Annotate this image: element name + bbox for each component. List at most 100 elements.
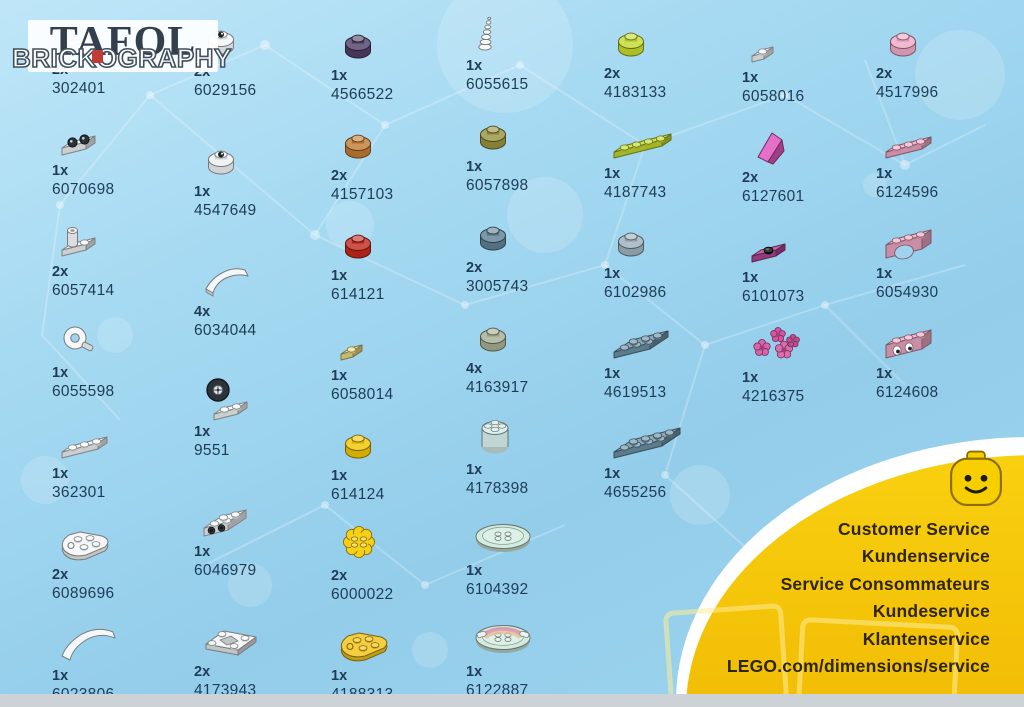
part-number: 3005743 xyxy=(466,278,529,295)
part-quantity: 1x xyxy=(194,184,211,200)
part-quantity: 1x xyxy=(331,468,348,484)
part-number: 4655256 xyxy=(604,484,667,501)
part-quantity: 1x xyxy=(604,266,621,282)
stud-icon xyxy=(331,220,451,266)
part-number: 4183133 xyxy=(604,84,667,101)
part-number: 614121 xyxy=(331,286,385,303)
part-quantity: 1x xyxy=(52,365,69,381)
stud-icon xyxy=(604,218,724,264)
tube-plate-icon xyxy=(52,216,172,262)
flower-plate-icon xyxy=(331,520,451,566)
flower-stack-icon xyxy=(742,322,862,368)
part-item: 1x 4547649 xyxy=(194,136,314,220)
part-number: 4547649 xyxy=(194,202,257,219)
part-quantity: 4x xyxy=(466,361,483,377)
part-item: 1x 6124608 xyxy=(876,318,996,402)
part-number: 4216375 xyxy=(742,388,805,405)
watermark-title: TAFOL xyxy=(49,19,197,65)
part-number: 6029156 xyxy=(194,82,257,99)
part-number: 6102986 xyxy=(604,284,667,301)
stud-icon xyxy=(331,120,451,166)
part-item: 1x 4655256 xyxy=(604,418,724,502)
part-number: 6058014 xyxy=(331,386,394,403)
part-quantity: 1x xyxy=(52,466,69,482)
plate-icon xyxy=(604,318,724,364)
part-item: 1x 6058014 xyxy=(331,320,451,404)
part-quantity: 1x xyxy=(742,270,759,286)
part-quantity: 2x xyxy=(331,568,348,584)
part-number: 6070698 xyxy=(52,181,115,198)
plate-icon xyxy=(604,418,724,464)
part-quantity: 1x xyxy=(876,166,893,182)
side-stud-plate-icon xyxy=(194,496,314,542)
part-quantity: 1x xyxy=(194,424,211,440)
part-item: 2x 6127601 xyxy=(742,122,862,206)
part-quantity: 1x xyxy=(52,668,69,684)
part-quantity: 1x xyxy=(604,366,621,382)
parts-column: 1x 4566522 2x 4157103 1x 614121 1x 6058014 1x 614… xyxy=(331,20,451,704)
part-item: 1x6023806 xyxy=(52,620,172,704)
part-item: 2x 4183133 xyxy=(604,18,724,102)
parts-column: 2x 302401 1x 6070698 2x 6057414 1x 6055598 1x 362… xyxy=(52,14,172,704)
parts-column: 2x 4517996 1x 6124596 1x 6054930 1x 6124608 xyxy=(876,18,996,402)
parts-column: 1x 6058016 2x 6127601 1x 6101073 1x 4216375 xyxy=(742,22,862,406)
part-item: 1x 4566522 xyxy=(331,20,451,104)
part-item: 1x 6054930 xyxy=(876,218,996,302)
part-quantity: 2x xyxy=(466,260,483,276)
part-quantity: 1x xyxy=(876,266,893,282)
part-number: 362301 xyxy=(52,484,106,501)
part-quantity: 1x xyxy=(194,544,211,560)
red-brick-icon xyxy=(92,50,103,63)
egg-plate-icon xyxy=(331,620,451,666)
part-quantity: 2x xyxy=(52,264,69,280)
part-item: 1x 9551 xyxy=(194,376,314,460)
service-line: Klantenservice xyxy=(862,628,990,649)
slope-icon xyxy=(742,122,862,168)
part-item: 1x 6070698 xyxy=(52,115,172,199)
part-quantity: 1x xyxy=(604,166,621,182)
parts-column: 2x 6029156 1x 4547649 4x 6034044 1x 9551 1x 60469… xyxy=(194,16,314,700)
part-number: 6055615 xyxy=(466,76,529,93)
part-item: 1x 6058016 xyxy=(742,22,862,106)
part-item: 2x 3005743 xyxy=(466,212,586,296)
service-line: Kundenservice xyxy=(861,546,990,567)
wheel-bracket-icon xyxy=(194,376,314,422)
part-item: 1x 6055615 xyxy=(466,10,586,94)
part-number: 4163917 xyxy=(466,379,529,396)
egg-plate-icon xyxy=(52,519,172,565)
part-number: 6089696 xyxy=(52,585,115,602)
stud-icon xyxy=(466,111,586,157)
face-brick-icon xyxy=(876,318,996,364)
part-item: 1x 4187743 xyxy=(604,118,724,202)
service-line: Service Consommateurs xyxy=(780,573,990,594)
part-item: 1x 6046979 xyxy=(194,496,314,580)
stud-icon xyxy=(331,20,451,66)
part-number: 4178398 xyxy=(466,480,529,497)
part-item: 1x 6122887 xyxy=(466,616,586,700)
part-number: 302401 xyxy=(52,80,106,97)
rainbow-dish-icon xyxy=(466,616,586,662)
watermark-subtitle: BRICKOGRAPHY xyxy=(11,42,232,74)
part-quantity: 2x xyxy=(194,664,211,680)
part-item: 1x 6104392 xyxy=(466,515,586,599)
part-quantity: 1x xyxy=(876,366,893,382)
part-quantity: 1x xyxy=(466,664,483,680)
round-brick-icon xyxy=(466,414,586,460)
service-line: LEGO.com/dimensions/service xyxy=(726,656,990,677)
part-quantity: 4x xyxy=(194,304,211,320)
part-quantity: 1x xyxy=(466,58,483,74)
part-number: 6055598 xyxy=(52,383,115,400)
part-number: 4517996 xyxy=(876,84,939,101)
watermark: TAFOL BRICKOGRAPHY xyxy=(11,19,232,74)
part-quantity: 1x xyxy=(742,70,759,86)
part-item: 1x 4216375 xyxy=(742,322,862,406)
horn-icon xyxy=(466,10,586,56)
part-quantity: 1x xyxy=(331,68,348,84)
part-item: 1x 6102986 xyxy=(604,218,724,302)
part-item: 1x 6101073 xyxy=(742,222,862,306)
part-quantity: 2x xyxy=(331,168,348,184)
plate-icon xyxy=(604,118,724,164)
curved-slope-icon xyxy=(194,256,314,302)
part-number: 6124608 xyxy=(876,384,939,401)
